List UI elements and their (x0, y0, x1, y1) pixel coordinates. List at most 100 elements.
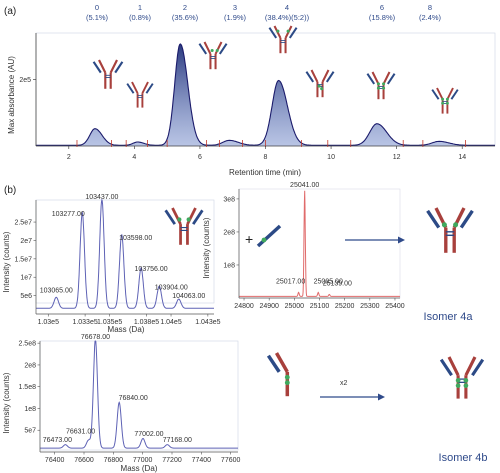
antibody-icon (366, 71, 396, 100)
heavy-chain (464, 356, 477, 376)
light-chain (386, 73, 396, 85)
ms2-y-tick-label: 1e8 (223, 262, 235, 269)
ms1-y-tick-label: 1.5e7 (14, 256, 32, 263)
chromatogram-trace (36, 43, 495, 146)
drug-dot (382, 86, 386, 90)
ms2-trace (239, 190, 400, 297)
chromatogram-area (36, 44, 495, 146)
chromatogram-x-tick-label: 14 (458, 154, 466, 161)
arrow-head (378, 393, 385, 401)
ms2-y-tick-label: 2e8 (223, 229, 235, 236)
ms3-peak-label: 76840.00 (119, 395, 148, 402)
ms2-peak-label: 25139.00 (323, 281, 352, 288)
ms3-y-axis-label: Intensity (counts) (2, 372, 11, 433)
drug-dot (276, 29, 280, 33)
ms2-x-tick-label: 25200 (335, 303, 355, 310)
heavy-chain (436, 87, 444, 100)
ms3-y-tick-label: 2e8 (24, 362, 36, 369)
ms3-peak-label: 77002.00 (134, 431, 163, 438)
arrow-head (398, 236, 405, 244)
drug-dot (445, 97, 449, 101)
chromatogram-x-axis-label: Retention time (min) (229, 168, 301, 177)
light-chain (471, 358, 485, 377)
peak-percent-label: (2.4%) (419, 13, 442, 22)
ms2-x-tick-label: 24900 (259, 303, 279, 310)
ms1-x-tick-label: 1.033e5 (72, 319, 97, 326)
drug-dot (455, 383, 461, 388)
antibody-icon (426, 207, 474, 253)
heavy-chain (131, 81, 139, 94)
antibody-icon (268, 25, 298, 54)
light-chain (145, 83, 154, 94)
half-antibody-icon (266, 352, 290, 397)
chromatogram-x-tick-label: 8 (264, 154, 268, 161)
ms3-x-tick-label: 76400 (45, 457, 65, 464)
heavy-chain (310, 69, 319, 83)
light-chain (431, 89, 440, 100)
ms3-x-tick-label: 76800 (104, 457, 124, 464)
light-chain (256, 224, 282, 248)
drug-dot (286, 29, 290, 33)
heavy-chain (214, 41, 223, 55)
ms2-y-axis-label: Intensity (counts) (202, 217, 211, 278)
light-chain (268, 27, 278, 39)
ms3-y-tick-label: 1e8 (24, 406, 36, 413)
drug-dot (376, 86, 380, 90)
drug-dot (284, 380, 290, 386)
panel-b-letter: (b) (4, 185, 16, 196)
drug-dot (210, 48, 214, 53)
light-chain (325, 71, 335, 83)
antibody-icon (439, 356, 485, 399)
ms1-y-tick-label: 2e7 (20, 238, 32, 245)
light-chain (192, 209, 204, 225)
ms3-peak-label: 76678.00 (81, 334, 110, 341)
heavy-chain (382, 71, 391, 85)
drug-dot (441, 222, 447, 228)
arrow-right-icon (345, 236, 405, 244)
isomer-4a-label: Isomer 4a (424, 311, 474, 323)
light-chain (366, 73, 376, 85)
ms2-x-tick-label: 25000 (285, 303, 305, 310)
ms3-x-tick-label: 77400 (192, 457, 212, 464)
drug-dot (441, 97, 445, 101)
x2-label: x2 (340, 380, 348, 387)
ms3-peak-label: 76473.00 (43, 437, 72, 444)
ms1-x-tick-label: 1.043e5 (195, 319, 220, 326)
ms1-peak-label: 103904.00 (155, 284, 188, 291)
light-chain-fragment-icon (256, 224, 282, 248)
ms1-peak-label: 104063.00 (172, 293, 205, 300)
peak-number-label: 8 (428, 3, 432, 12)
antibody-icon (431, 87, 459, 114)
heavy-chain (447, 356, 460, 376)
light-chain (459, 209, 474, 229)
light-chain (218, 43, 228, 55)
peak-percent-label: (0.8%) (129, 13, 152, 22)
heavy-chain (446, 87, 454, 100)
ms2-frame (238, 188, 401, 299)
ms3-y-tick-label: 5e7 (24, 428, 36, 435)
antibody-icon (305, 69, 335, 98)
peak-percent-label: (35.6%) (172, 13, 199, 22)
ms3-y-tick-label: 1.5e8 (18, 384, 36, 391)
heavy-chain (274, 352, 289, 373)
isomer-4b-label: Isomer 4b (439, 452, 488, 464)
heavy-chain (141, 81, 149, 94)
peak-percent-label: (15.8%) (369, 13, 396, 22)
antibody-icon (198, 41, 228, 70)
light-chain (266, 354, 281, 373)
ms1-x-axis-label: Mass (Da) (108, 325, 145, 334)
ms1-y-tick-label: 1e7 (20, 275, 32, 282)
peak-number-label: 6 (380, 3, 384, 12)
ms2-x-tick-label: 25300 (360, 303, 380, 310)
heavy-chain (109, 59, 118, 74)
mass-spectrum-intact: 1.03e5 1.033e5 1.035e5 1.038e5 1.04e5 1.043e5… (2, 194, 221, 334)
peak-percent-label: (38.4%)(5:2)) (265, 13, 310, 22)
chromatogram-y-axis-label: Max absorbance (AU) (7, 56, 16, 134)
heavy-chain (203, 41, 212, 55)
ms1-y-axis-label: Intensity (counts) (2, 231, 11, 292)
ms2-x-tick-label: 25100 (310, 303, 330, 310)
light-chain (439, 358, 453, 377)
light-chain (126, 83, 135, 94)
plus-sign: + (245, 231, 253, 247)
